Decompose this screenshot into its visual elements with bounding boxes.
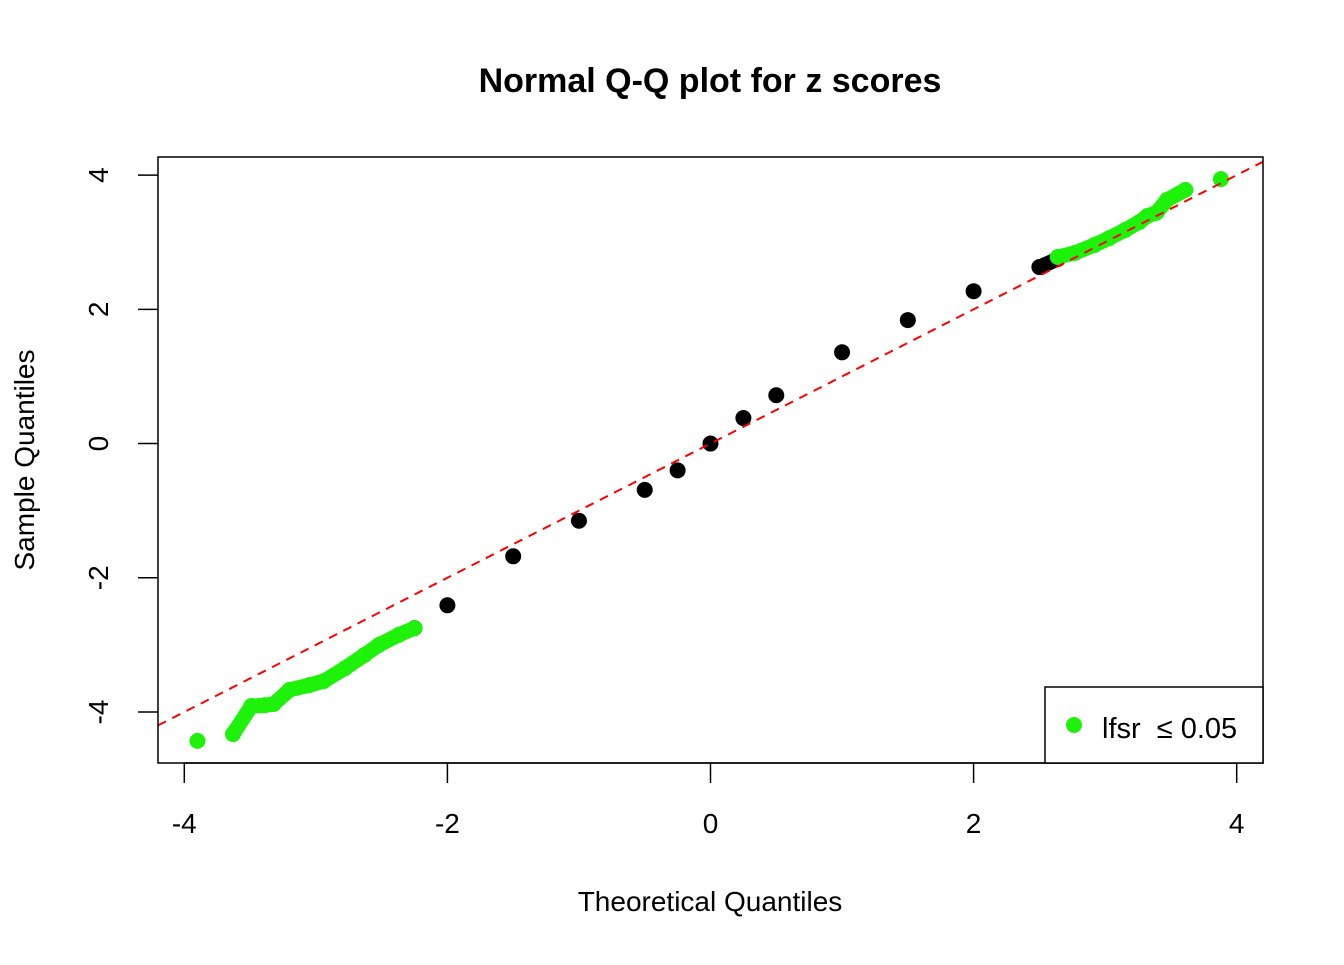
series-0 [406,251,1066,637]
data-point [265,695,282,712]
y-tick-label: 4 [83,167,114,183]
data-point [189,732,206,749]
plot-area [158,160,1263,749]
data-point [1212,171,1229,188]
axes: -4 -2 0 2 4 -4 -2 0 2 4 [83,167,1244,839]
data-point [1158,191,1175,208]
x-tick-label: -4 [172,808,197,839]
data-point [281,681,298,698]
y-tick-label: 2 [83,302,114,318]
data-point [834,344,851,361]
y-tick-label: -4 [83,700,114,725]
data-track [1050,182,1193,265]
data-point [1031,259,1048,276]
data-point [336,660,353,677]
data-point [669,462,686,479]
data-point [315,673,332,690]
x-tick-label: 2 [966,808,982,839]
data-point [224,726,241,743]
x-tick-label: -2 [435,808,460,839]
data-point [439,597,456,614]
data-point [899,312,916,329]
data-point [243,697,260,714]
y-tick-label: 0 [83,436,114,452]
data-point [356,646,373,663]
legend: lfsr ≤ 0.05 [1044,686,1264,764]
data-point [505,548,522,565]
data-point [735,410,752,427]
data-point [1148,204,1165,221]
data-point [570,512,587,529]
data-point [636,481,653,498]
data-point [965,283,982,300]
data-point [371,636,387,653]
data-point [702,435,719,452]
data-point [1066,244,1083,261]
legend-label: lfsr ≤ 0.05 [1102,713,1237,745]
y-tick-label: -2 [83,565,114,590]
data-point [406,620,423,637]
chart-title: Normal Q-Q plot for z scores [479,62,942,100]
data-point [301,677,318,694]
x-tick-label: 4 [1229,808,1245,839]
data-point [390,626,407,643]
x-axis-label: Theoretical Quantiles [578,886,843,917]
y-axis-label: Sample Quantiles [9,349,40,570]
legend-marker [1066,717,1082,733]
data-point [1177,181,1194,198]
x-tick-label: 0 [703,808,719,839]
series-1 [189,171,1229,749]
data-point [768,387,785,404]
data-point [1049,248,1066,265]
